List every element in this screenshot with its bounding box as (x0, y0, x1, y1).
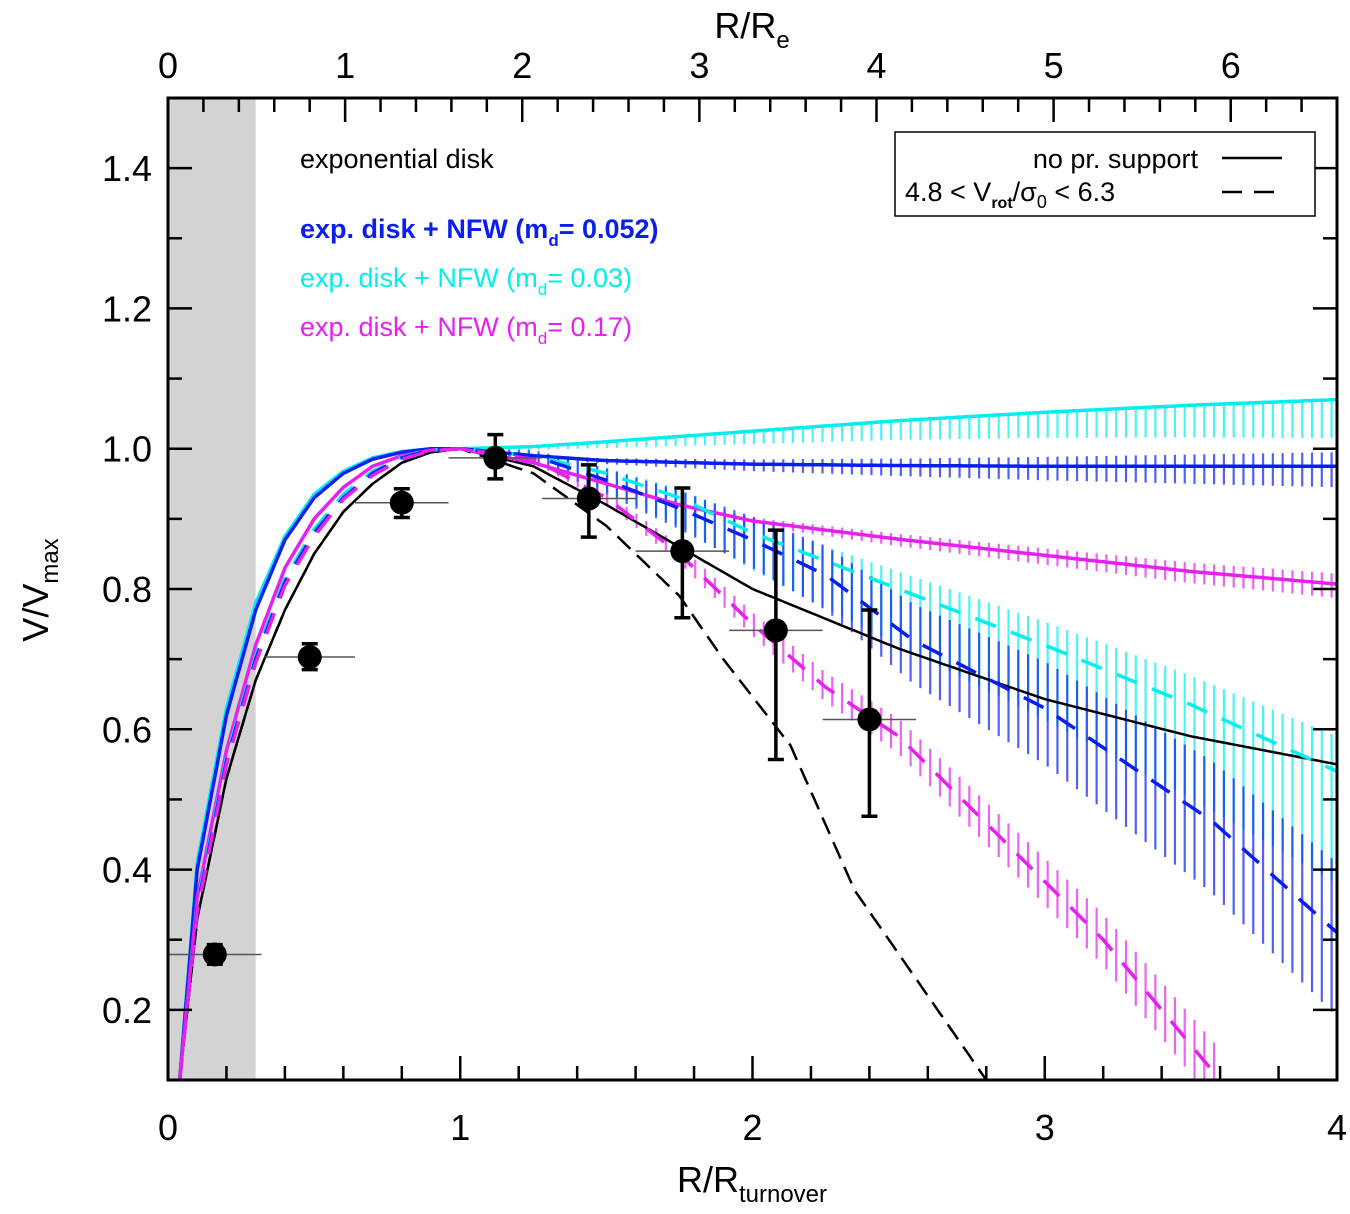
data-point (168, 942, 262, 967)
x-tick-label: 0 (158, 1107, 178, 1148)
data-points (168, 432, 917, 967)
top-tick-label: 2 (512, 45, 532, 86)
point-marker (297, 645, 322, 670)
y-tick-label: 0.6 (102, 709, 152, 750)
curve-dashed-5 (177, 446, 1337, 1080)
y-tick-label: 0.4 (102, 850, 152, 891)
annotation-md-017: exp. disk + NFW (md= 0.17) (300, 312, 632, 348)
top-tick-label: 4 (866, 45, 886, 86)
legend-box (894, 131, 1316, 217)
x-tick-label: 2 (742, 1107, 762, 1148)
point-marker (483, 445, 508, 470)
point-marker (576, 486, 601, 511)
band-hatch-7 (468, 449, 1216, 1080)
data-point (355, 486, 449, 520)
axes: 0 1 2 3 4 0.2 0.4 0.6 0.8 1.0 1.2 1.4 0 1 2 3 4 5 6 (102, 45, 1347, 1148)
point-marker (857, 707, 882, 732)
y-tick-label: 0.8 (102, 569, 152, 610)
data-point (264, 641, 356, 672)
top-tick-label: 1 (335, 45, 355, 86)
band-hatch-6 (468, 448, 1333, 1012)
annotation-md-0052: exp. disk + NFW (md= 0.052) (300, 214, 659, 250)
data-point (729, 528, 823, 762)
top-tick-label: 0 (158, 45, 178, 86)
y-tick-label: 1.0 (102, 429, 152, 470)
point-marker (202, 942, 227, 967)
data-point (448, 432, 543, 481)
curve-dashed-1 (178, 447, 988, 1080)
data-point (822, 608, 917, 819)
point-marker (670, 539, 695, 564)
annotations: exponential disk exp. disk + NFW (md= 0.… (300, 144, 659, 348)
x-tick-label: 3 (1035, 1107, 1055, 1148)
y-tick-label: 0.2 (102, 990, 152, 1031)
curve-dashed-6 (177, 446, 1337, 1080)
top-tick-label: 6 (1221, 45, 1241, 86)
y-axis-label: V/Vmax (15, 538, 64, 641)
band-hatch-2 (468, 399, 1333, 450)
band-hatch-5 (468, 449, 1333, 881)
curve-dashed-7 (177, 446, 1222, 1080)
annotation-md-003: exp. disk + NFW (md= 0.03) (300, 263, 632, 299)
curve-solid-0 (178, 447, 1337, 1080)
legend-label-dashed: 4.8 < Vrot/σ0 < 6.3 (905, 177, 1115, 212)
curve-solid-3 (177, 446, 1337, 1080)
point-marker (389, 490, 414, 515)
y-tick-label: 1.4 (102, 148, 152, 189)
model-curves (177, 397, 1337, 1080)
top-tick-label: 3 (689, 45, 709, 86)
legend-label-solid: no pr. support (1033, 144, 1199, 174)
annotation-exponential-disk: exponential disk (300, 144, 494, 174)
curve-solid-4 (177, 446, 1337, 1080)
point-marker (763, 618, 788, 643)
legend: no pr. support 4.8 < Vrot/σ0 < 6.3 (894, 131, 1316, 217)
x-axis-label: R/Rturnover (677, 1159, 827, 1208)
top-x-axis-label: R/Re (714, 5, 789, 54)
x-tick-label: 4 (1327, 1107, 1347, 1148)
x-tick-label: 1 (450, 1107, 470, 1148)
data-point (635, 486, 730, 620)
y-tick-label: 1.2 (102, 288, 152, 329)
data-point (542, 463, 636, 539)
top-tick-label: 5 (1044, 45, 1064, 86)
